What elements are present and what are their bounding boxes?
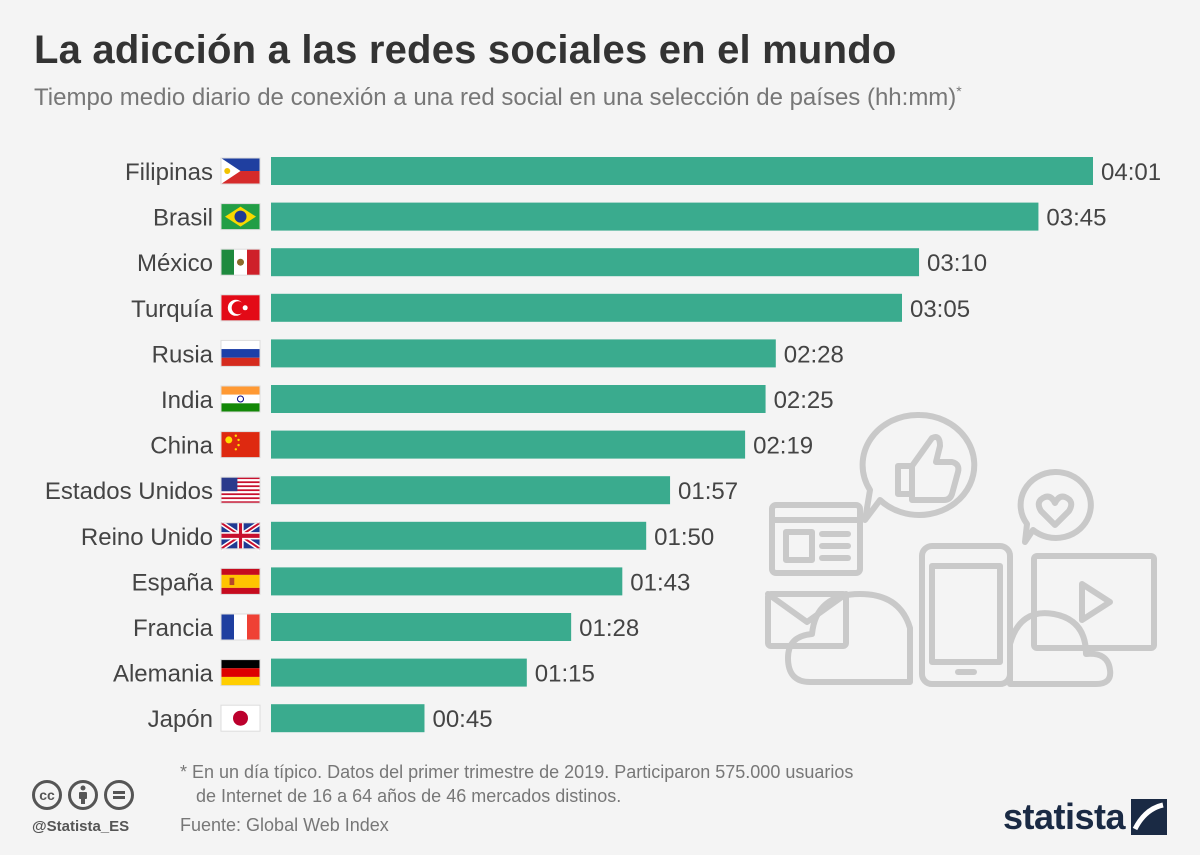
cc-icon: cc [32,780,62,810]
bar [271,157,1093,185]
bar [271,567,623,596]
category-label: Filipinas [125,159,213,186]
category-label: Estados Unidos [45,478,213,505]
chart-title: La adicción a las redes sociales en el m… [34,28,897,72]
category-label: Brasil [153,205,213,232]
value-label: 02:19 [753,433,813,460]
value-label: 01:15 [535,661,595,688]
value-label: 02:28 [784,341,844,368]
cloud-icon [785,591,914,685]
category-label: Francia [133,615,214,642]
usa-flag [220,476,261,504]
bar [271,202,1039,231]
chart-subtitle: Tiempo medio diario de conexión a una re… [34,83,962,112]
value-label: 04:01 [1101,159,1161,186]
category-label: Turquía [131,296,213,323]
category-label: Rusia [152,341,214,368]
category-label: México [137,250,213,277]
category-label: Japón [148,706,213,733]
statista-logo[interactable]: statista [1003,796,1168,838]
value-label: 01:28 [579,615,639,642]
category-label: Reino Unido [81,524,213,551]
statista-handle: @Statista_ES [32,818,130,835]
philippines-flag [220,157,261,185]
bar [271,430,746,459]
subtitle-asterisk: * [956,83,962,99]
value-label: 02:25 [774,387,834,414]
value-label: 00:45 [432,706,492,733]
statista-wordmark: statista [1003,796,1126,837]
value-label: 03:10 [927,250,987,277]
spain-flag [220,567,261,595]
germany-flag [220,659,261,687]
bar [271,658,527,687]
category-label: Alemania [113,661,214,688]
source-text: Fuente: Global Web Index [180,815,389,835]
browser-window-icon [769,502,863,576]
bar [271,293,902,322]
category-label: India [161,387,214,414]
mexico-flag [220,248,261,276]
video-player-icon [1031,553,1157,651]
footnote-line-2: de Internet de 16 a 64 años de 46 mercad… [196,786,622,806]
china-flag [220,431,261,459]
cloud-right-icon [1007,610,1114,687]
statista-logo-icon [1131,799,1168,835]
value-label: 01:43 [630,569,690,596]
tablet-icon [919,543,1013,687]
thumbs-up-speech-bubble-icon [859,411,978,523]
bar [271,521,647,550]
bar [271,385,766,413]
india-flag [220,385,261,413]
russia-flag [220,339,261,367]
footnote: * En un día típico. Datos del primer tri… [180,760,853,808]
france-flag [220,613,261,641]
subtitle-text: Tiempo medio diario de conexión a una re… [34,84,957,111]
value-label: 01:50 [654,524,714,551]
footnote-line-1: * En un día típico. Datos del primer tri… [180,762,854,782]
by-icon [68,780,98,810]
japan-flag [220,704,261,732]
category-label: España [132,569,214,596]
value-label: 01:57 [678,478,738,505]
license-icons: cc [32,780,134,810]
bar [271,704,425,733]
value-label: 03:05 [910,296,970,323]
turkey-flag [220,294,261,322]
envelope-icon [765,591,849,649]
value-label: 03:45 [1046,205,1106,232]
category-label: China [150,433,213,460]
bar [271,339,776,368]
bar [271,248,920,277]
bar [271,476,671,505]
nd-icon [104,780,134,810]
heart-speech-bubble-icon [1017,468,1094,545]
uk-flag [219,520,262,551]
brazil-flag [220,203,261,231]
bar [271,613,572,641]
